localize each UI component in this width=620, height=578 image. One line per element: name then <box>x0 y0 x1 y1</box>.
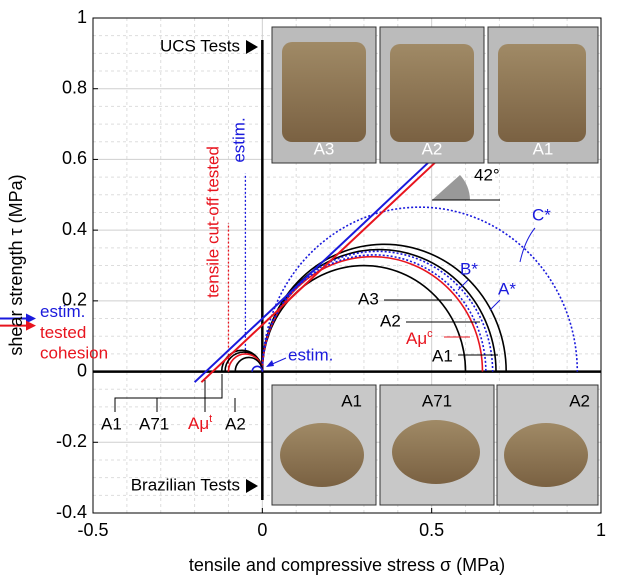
b-star-label: B* <box>460 259 478 278</box>
y-tick-label: 0.2 <box>62 290 87 310</box>
cohesion-arrowhead <box>26 313 36 324</box>
a2-label: A2 <box>380 311 401 330</box>
x-axis-label: tensile and compressive stress σ (MPa) <box>189 555 505 575</box>
photo-label: A71 <box>422 391 452 410</box>
mohr-circle <box>261 206 579 372</box>
mohr-circle <box>261 250 494 372</box>
y-tick-label: 1 <box>77 7 87 27</box>
plot-frame <box>92 17 602 514</box>
cohesion-label: tested <box>40 323 86 342</box>
a-star-label: A* <box>498 279 516 298</box>
annotations: UCS Tests Brazilian Tests tensile cut-of… <box>40 36 551 494</box>
y-tick-label: 0.8 <box>62 77 87 97</box>
a1-label: A1 <box>432 346 453 365</box>
photo-label: A1 <box>341 391 362 410</box>
amu-c-label: Aμc <box>406 328 433 349</box>
y-tick-label: 0.6 <box>62 148 87 168</box>
y-tick-label: 0.4 <box>62 219 87 239</box>
y-tick-label: 0 <box>77 360 87 380</box>
photos-top: A3 A2 A1 <box>271 26 599 164</box>
mohr-circle <box>251 365 264 372</box>
envelope-line <box>200 158 440 383</box>
y-tick-label: -0.4 <box>56 502 87 522</box>
brazilian-label: Brazilian Tests <box>131 475 240 494</box>
x-tick-label: 0 <box>257 520 267 540</box>
small-estim-label: estim. <box>288 345 333 364</box>
cohesion-label: estim. <box>40 302 85 321</box>
x-tick-label: 1 <box>596 520 606 540</box>
ucs-label: UCS Tests <box>160 36 240 55</box>
angle-label: 42° <box>474 165 500 184</box>
x-tick-label: 0.5 <box>419 520 444 540</box>
a3-label: A3 <box>358 289 379 308</box>
c-star-label: C* <box>532 205 551 224</box>
photo-label: A2 <box>422 139 443 158</box>
photos-bottom: A1 A71 A2 <box>271 384 599 506</box>
bottom-label: A1 <box>101 414 122 433</box>
x-tick-label: -0.5 <box>77 520 108 540</box>
cohesion-arrowhead <box>26 320 36 331</box>
photo-label: A3 <box>314 139 335 158</box>
cutoff-label: tensile cut-off tested <box>203 146 222 298</box>
y-axis-label: shear strength τ (MPa) <box>6 174 26 355</box>
cohesion-label: cohesion <box>40 343 108 362</box>
bottom-label: A71 <box>139 414 169 433</box>
photo-label: A1 <box>533 139 554 158</box>
bottom-label: A2 <box>225 414 246 433</box>
cutoff-estim-label: estim. <box>229 117 248 162</box>
mohr-circle <box>234 356 264 372</box>
mohr-circle <box>261 255 484 372</box>
envelope-line <box>193 158 433 383</box>
bottom-label: Aμt <box>188 413 212 434</box>
mohr-circle <box>261 264 467 372</box>
photo-label: A2 <box>569 391 590 410</box>
y-tick-label: -0.2 <box>56 431 87 451</box>
